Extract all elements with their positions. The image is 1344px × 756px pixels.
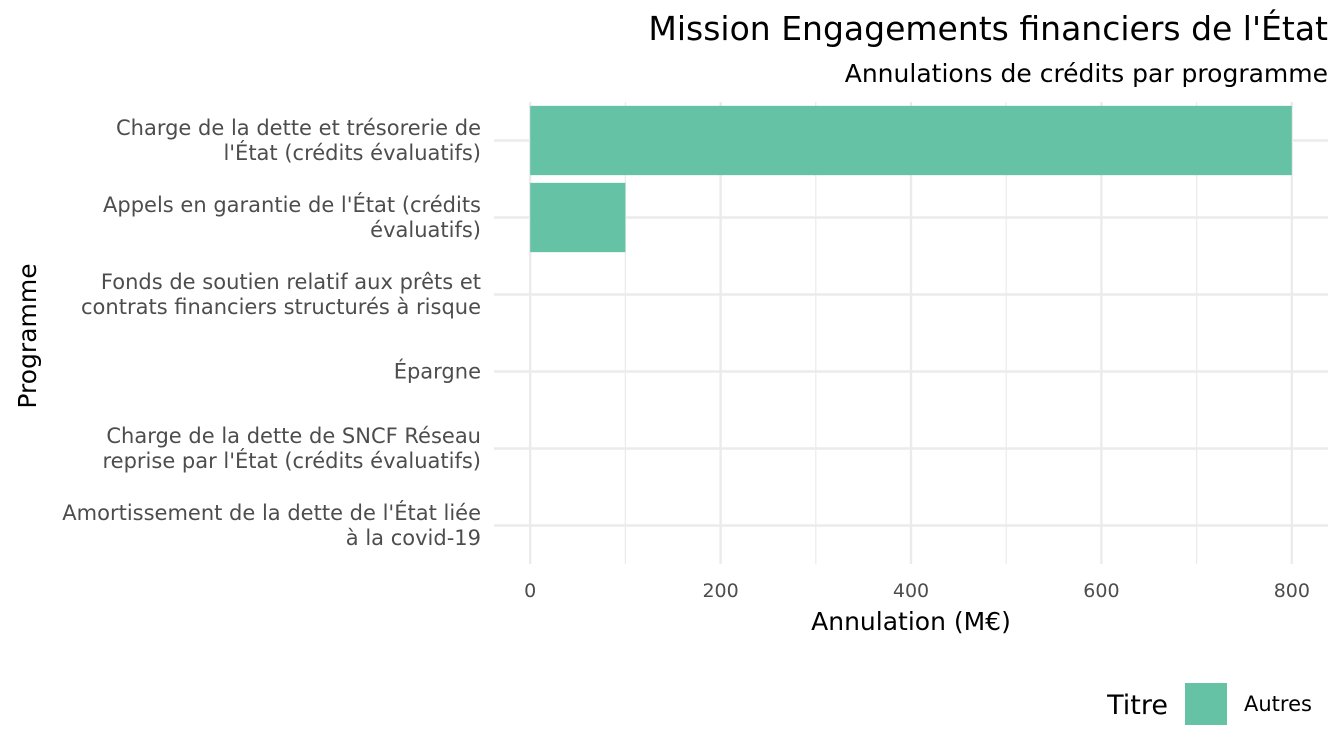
- x-tick-label: 0: [524, 580, 536, 602]
- legend: Titre Autres: [1106, 683, 1312, 725]
- x-tick-label: 200: [702, 580, 738, 602]
- legend-title: Titre: [1106, 690, 1168, 721]
- x-tick-label: 800: [1274, 580, 1310, 602]
- category-labels: Charge de la dette et trésorerie de l'Éta…: [62, 116, 481, 550]
- chart-title: Mission Engagements financiers de l'État: [648, 8, 1328, 48]
- x-axis-title: Annulation (M€): [811, 607, 1011, 636]
- category-label: Amortissement de la dette de l'État liée…: [62, 500, 481, 550]
- x-tick-label: 400: [893, 580, 929, 602]
- bar: [530, 182, 626, 253]
- category-label: Charge de la dette de SNCF Réseau reprise…: [103, 424, 482, 473]
- bar: [530, 105, 1292, 176]
- legend-label-autres: Autres: [1244, 692, 1312, 716]
- category-label: Appels en garantie de l'État (crédits éva…: [103, 192, 481, 242]
- x-tick-label: 600: [1083, 580, 1119, 602]
- category-label: Charge de la dette et trésorerie de l'Éta…: [116, 116, 481, 165]
- chart-subtitle: Annulations de crédits par programme: [845, 59, 1328, 88]
- bars: [530, 105, 1292, 253]
- y-axis-title: Programme: [13, 263, 42, 408]
- category-label: Fonds de soutien relatif aux prêts et con…: [81, 270, 481, 319]
- category-label: Épargne: [394, 359, 481, 384]
- legend-swatch-autres: [1185, 683, 1227, 725]
- x-tick-labels: 0 200 400 600 800: [524, 580, 1310, 602]
